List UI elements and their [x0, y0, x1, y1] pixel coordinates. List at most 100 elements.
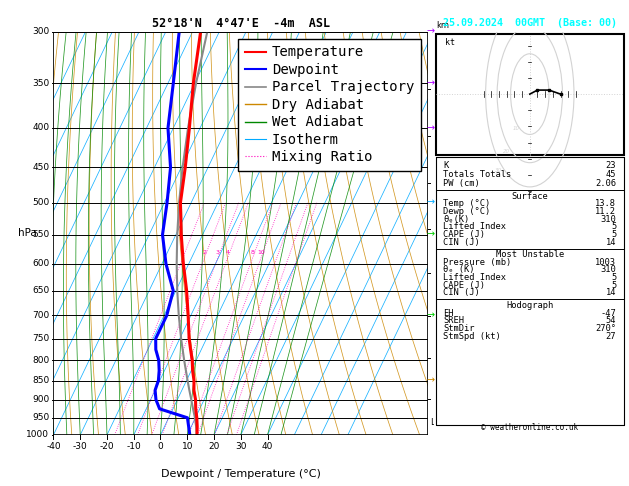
Text: Totals Totals: Totals Totals [443, 170, 511, 179]
Text: 14: 14 [606, 289, 616, 297]
Text: 400: 400 [32, 123, 49, 133]
Text: 40: 40 [262, 442, 273, 451]
Text: 800: 800 [32, 356, 49, 364]
Text: -30: -30 [73, 442, 87, 451]
Text: →: → [427, 78, 435, 88]
Text: 550: 550 [32, 230, 49, 239]
Text: LCL: LCL [430, 418, 445, 427]
Text: 25.09.2024  00GMT  (Base: 00): 25.09.2024 00GMT (Base: 00) [443, 17, 617, 28]
Text: -40: -40 [46, 442, 61, 451]
Text: Lifted Index: Lifted Index [443, 273, 506, 282]
Text: 5: 5 [611, 273, 616, 282]
Text: →: → [427, 311, 435, 320]
Text: K: K [443, 161, 448, 171]
Title: 52°18'N  4°47'E  -4m  ASL: 52°18'N 4°47'E -4m ASL [152, 17, 330, 31]
Text: 30: 30 [235, 442, 247, 451]
Text: SREH: SREH [443, 316, 464, 325]
Text: 14: 14 [606, 238, 616, 247]
Text: →: → [427, 376, 435, 385]
Text: CIN (J): CIN (J) [443, 289, 480, 297]
Text: 27: 27 [606, 331, 616, 341]
Text: 1003: 1003 [595, 258, 616, 267]
Text: Pressure (mb): Pressure (mb) [443, 258, 511, 267]
Text: 8: 8 [433, 85, 440, 93]
Text: 23: 23 [606, 161, 616, 171]
Text: -47: -47 [601, 309, 616, 318]
Text: 10: 10 [257, 250, 265, 255]
FancyBboxPatch shape [436, 156, 624, 425]
Text: 500: 500 [32, 198, 49, 207]
Text: 20: 20 [208, 442, 220, 451]
Text: 900: 900 [32, 395, 49, 404]
Text: 350: 350 [32, 79, 49, 88]
Text: 650: 650 [32, 286, 49, 295]
Text: Dewpoint / Temperature (°C): Dewpoint / Temperature (°C) [161, 469, 321, 479]
Text: 450: 450 [32, 163, 49, 172]
Text: Most Unstable: Most Unstable [496, 250, 564, 259]
Text: 4: 4 [433, 268, 439, 277]
Text: 13.8: 13.8 [595, 199, 616, 208]
Text: Lifted Index: Lifted Index [443, 222, 506, 231]
Text: 4: 4 [226, 250, 230, 255]
Text: 45: 45 [606, 170, 616, 179]
Text: →: → [427, 27, 435, 36]
Text: Mixing Ratio (g/kg): Mixing Ratio (g/kg) [480, 191, 489, 276]
Text: ASL: ASL [435, 37, 451, 47]
Text: θₑ(K): θₑ(K) [443, 215, 470, 224]
Text: 6: 6 [433, 179, 440, 188]
Text: 2: 2 [203, 250, 206, 255]
Text: km: km [437, 20, 450, 30]
Text: 750: 750 [32, 334, 49, 343]
Text: 8: 8 [250, 250, 255, 255]
Text: 30: 30 [496, 168, 503, 174]
Text: 310: 310 [601, 265, 616, 275]
Text: Temp (°C): Temp (°C) [443, 199, 491, 208]
FancyBboxPatch shape [436, 34, 624, 155]
Text: →: → [427, 198, 435, 208]
Text: 5: 5 [611, 281, 616, 290]
Legend: Temperature, Dewpoint, Parcel Trajectory, Dry Adiabat, Wet Adiabat, Isotherm, Mi: Temperature, Dewpoint, Parcel Trajectory… [238, 38, 421, 171]
Text: CAPE (J): CAPE (J) [443, 230, 486, 239]
Text: 270°: 270° [595, 324, 616, 333]
Text: 0: 0 [158, 442, 164, 451]
Text: 11.2: 11.2 [595, 207, 616, 216]
Text: →: → [427, 123, 435, 133]
Text: 850: 850 [32, 376, 49, 385]
Text: 2.06: 2.06 [595, 179, 616, 188]
Text: 5: 5 [611, 230, 616, 239]
Text: StmSpd (kt): StmSpd (kt) [443, 331, 501, 341]
Text: 1000: 1000 [26, 431, 49, 439]
Text: Surface: Surface [511, 191, 548, 201]
Text: 2: 2 [433, 354, 439, 363]
Text: CAPE (J): CAPE (J) [443, 281, 486, 290]
Text: 20: 20 [503, 149, 511, 154]
Text: θₑ (K): θₑ (K) [443, 265, 475, 275]
Text: 54: 54 [606, 316, 616, 325]
Text: PW (cm): PW (cm) [443, 179, 480, 188]
Text: 700: 700 [32, 311, 49, 320]
Text: 310: 310 [601, 215, 616, 224]
Text: 600: 600 [32, 260, 49, 268]
Text: Hodograph: Hodograph [506, 301, 554, 310]
Text: 300: 300 [32, 27, 49, 36]
Bar [53, 32, 428, 435]
Text: 1: 1 [181, 250, 185, 255]
Text: 5: 5 [611, 222, 616, 231]
Text: 7: 7 [433, 132, 440, 141]
Text: 3: 3 [433, 312, 440, 320]
Text: 5: 5 [433, 224, 440, 233]
Text: →: → [427, 230, 435, 240]
Text: 1: 1 [433, 395, 440, 404]
Text: 950: 950 [32, 413, 49, 422]
Text: © weatheronline.co.uk: © weatheronline.co.uk [481, 423, 578, 432]
Text: EH: EH [443, 309, 454, 318]
Text: CIN (J): CIN (J) [443, 238, 480, 247]
Text: hPa: hPa [18, 228, 36, 238]
Text: kt: kt [445, 37, 455, 47]
Text: StmDir: StmDir [443, 324, 475, 333]
Text: 10: 10 [182, 442, 193, 451]
Text: -10: -10 [126, 442, 141, 451]
Text: 10: 10 [513, 126, 520, 131]
Text: Dewp (°C): Dewp (°C) [443, 207, 491, 216]
Text: -20: -20 [99, 442, 114, 451]
